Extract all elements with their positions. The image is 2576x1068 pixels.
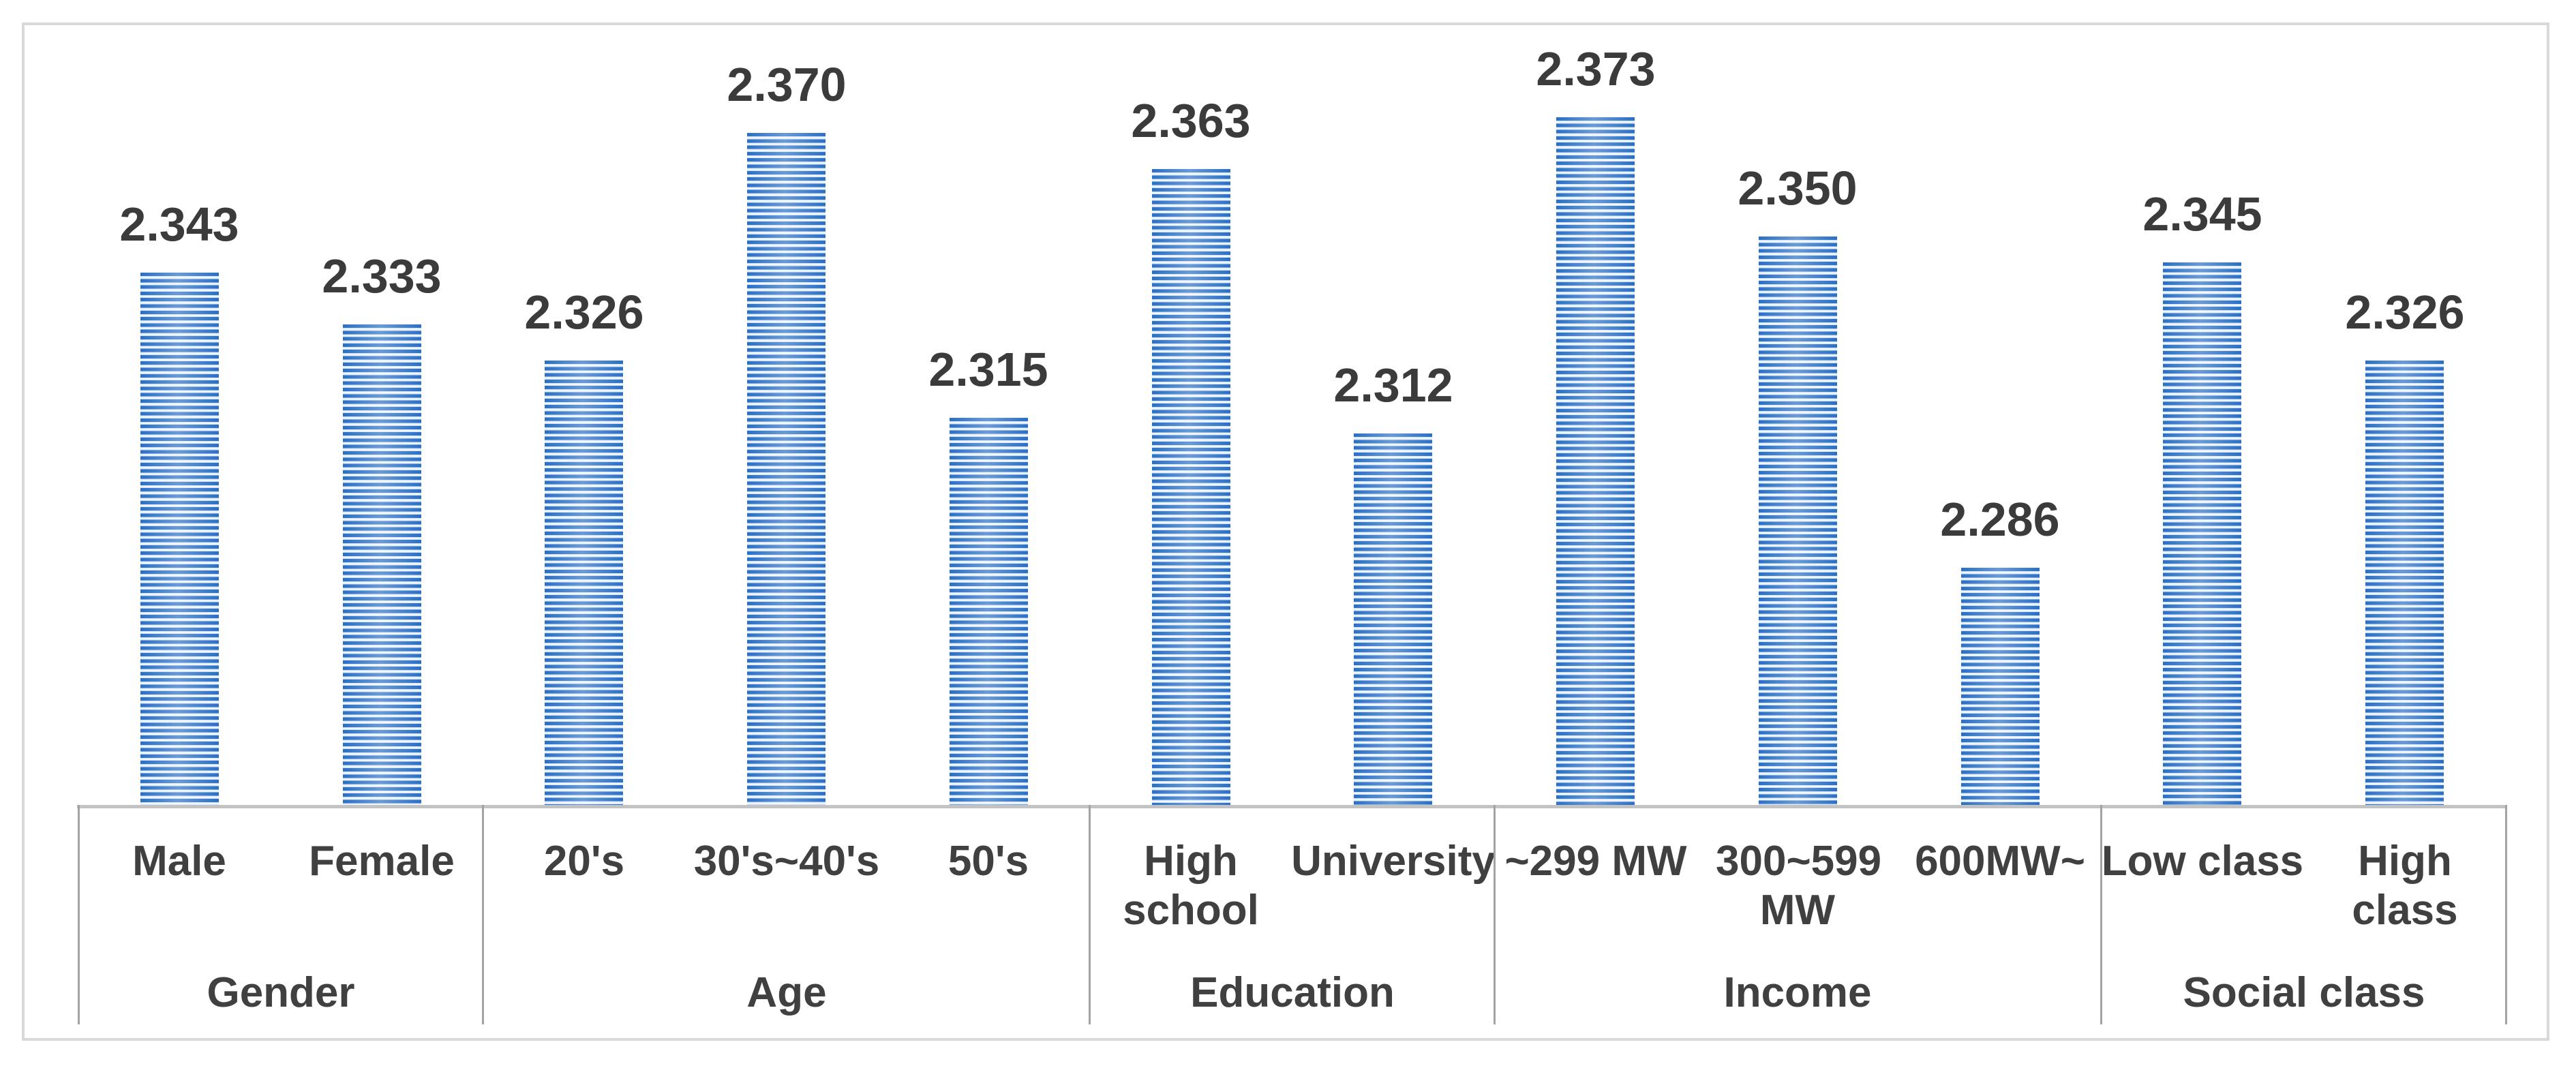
bar (747, 133, 825, 806)
axis-group-separator (2505, 805, 2507, 1024)
category-axis-label: ~299 MW (1504, 838, 1687, 885)
group-axis-label: Income (1723, 969, 1872, 1016)
bar-value-label: 2.345 (2142, 187, 2262, 241)
category-axis-label: 300~599 MW (1716, 838, 1882, 934)
bar-value-label: 2.326 (524, 286, 644, 339)
category-axis-label: High school (1123, 838, 1259, 934)
bar (1961, 568, 2040, 806)
bar-value-label: 2.315 (928, 343, 1048, 396)
category-axis-label: 600MW~ (1915, 838, 2085, 885)
bar-value-label: 2.326 (2345, 286, 2465, 339)
group-axis-label: Age (746, 969, 827, 1016)
bar (1556, 117, 1635, 806)
category-axis-label: Female (309, 838, 455, 885)
bar-value-label: 2.333 (322, 249, 442, 303)
bar-value-label: 2.343 (119, 198, 239, 251)
chart-border (22, 22, 2549, 1041)
bar (343, 324, 421, 806)
category-axis-label: High class (2352, 838, 2458, 934)
bar-value-label: 2.286 (1940, 493, 2060, 546)
group-axis-label: Gender (207, 969, 355, 1016)
bar-value-label: 2.312 (1333, 358, 1453, 412)
axis-group-separator (1494, 805, 1496, 1024)
axis-group-separator (2100, 805, 2102, 1024)
bar (1152, 169, 1230, 806)
axis-group-separator (1089, 805, 1091, 1024)
category-axis-label: Male (132, 838, 226, 885)
axis-group-separator (78, 805, 80, 1024)
bar (950, 418, 1028, 806)
axis-group-separator (482, 805, 484, 1024)
bar (545, 361, 623, 806)
bar-value-label: 2.370 (727, 58, 847, 111)
category-axis-label: 30's~40's (693, 838, 880, 885)
bar (1759, 237, 1837, 806)
category-axis-label: Low class (2101, 838, 2304, 885)
group-axis-label: Social class (2183, 969, 2425, 1016)
bar (2163, 262, 2241, 806)
group-axis-label: Education (1190, 969, 1395, 1016)
bar (140, 273, 219, 806)
bar-value-label: 2.373 (1536, 42, 1656, 95)
category-axis-label: 50's (948, 838, 1029, 885)
bar-value-label: 2.350 (1738, 162, 1858, 215)
bar-value-label: 2.363 (1131, 94, 1251, 147)
category-axis-label: University (1291, 838, 1496, 885)
bar (2365, 361, 2444, 806)
bar (1354, 433, 1432, 806)
x-axis-line (77, 805, 2507, 808)
category-axis-label: 20's (543, 838, 625, 885)
